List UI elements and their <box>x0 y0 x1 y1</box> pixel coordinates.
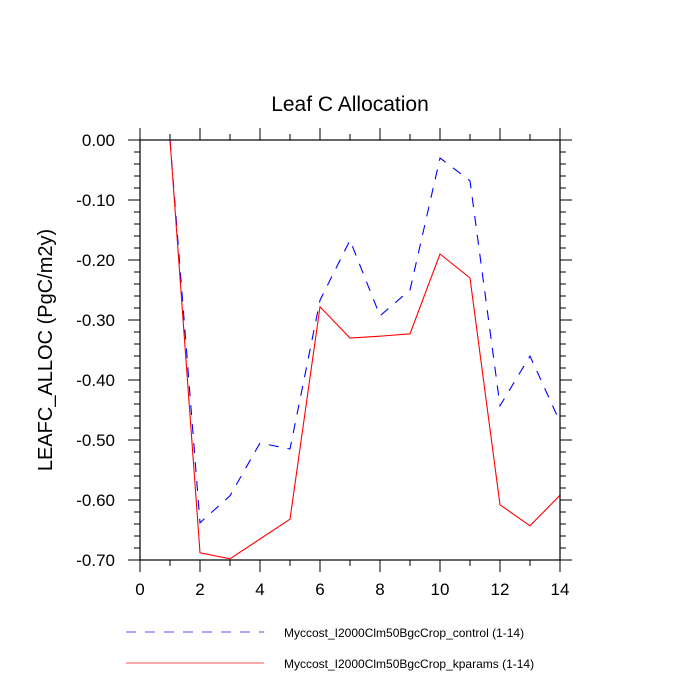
series-lines <box>169 139 561 560</box>
legend: Myccost_I2000Clm50BgcCrop_control (1-14)… <box>126 626 534 671</box>
axis-ticks: 0 2 4 6 8 10 12 14 0.00 -0.10 -0.20 -0.30 -0.40 -0.50… <box>76 128 572 599</box>
y-tick-label: -0.40 <box>76 371 115 390</box>
x-tick-label: 0 <box>135 580 144 599</box>
x-tick-label: 4 <box>255 580 264 599</box>
legend-label: Myccost_I2000Clm50BgcCrop_control (1-14) <box>284 626 524 640</box>
y-tick-label: -0.10 <box>76 191 115 210</box>
chart-title: Leaf C Allocation <box>271 93 429 116</box>
y-tick-label: 0.00 <box>82 131 115 150</box>
y-axis-label: LEAFC_ALLOC (PgC/m2y) <box>35 229 57 471</box>
x-tick-label: 6 <box>315 580 324 599</box>
y-tick-label: -0.70 <box>76 551 115 570</box>
x-tick-label: 10 <box>431 580 450 599</box>
x-tick-label: 14 <box>551 580 570 599</box>
series-line-kparams <box>169 139 561 560</box>
x-tick-label: 12 <box>491 580 510 599</box>
y-tick-label: -0.30 <box>76 311 115 330</box>
series-line-control <box>169 139 561 524</box>
y-tick-label: -0.20 <box>76 251 115 270</box>
x-tick-label: 2 <box>195 580 204 599</box>
x-tick-label: 8 <box>375 580 384 599</box>
y-tick-label: -0.60 <box>76 491 115 510</box>
y-tick-label: -0.50 <box>76 431 115 450</box>
plot-frame <box>139 139 561 561</box>
legend-label: Myccost_I2000Clm50BgcCrop_kparams (1-14) <box>284 657 534 671</box>
